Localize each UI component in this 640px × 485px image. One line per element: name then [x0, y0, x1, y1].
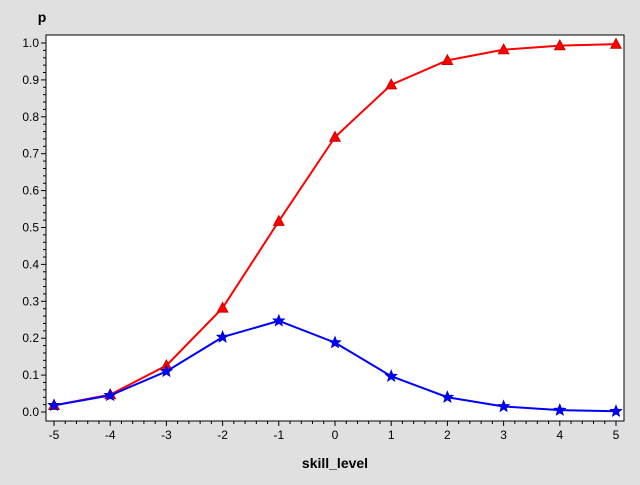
triangle-marker — [216, 301, 229, 313]
y-tick-label: 0.5 — [22, 221, 39, 235]
triangle-marker — [272, 214, 285, 226]
x-axis: -5 -4 -3 -2 -1 0 1 2 3 4 5 — [49, 421, 620, 442]
x-tick-label: -3 — [161, 428, 172, 442]
x-tick-label: -4 — [105, 428, 116, 442]
y-tick-label: 1.0 — [22, 36, 39, 50]
triangle-marker — [609, 37, 623, 49]
triangle-marker — [497, 43, 510, 55]
triangle-marker — [385, 78, 398, 90]
plot-area — [45, 34, 625, 422]
star-marker — [609, 404, 623, 418]
y-axis: 0.0 0.1 0.2 0.3 0.4 0.5 0.6 0.7 0.8 0.9 1.0 — [22, 36, 46, 419]
x-tick-label: 3 — [500, 428, 507, 442]
x-tick-label: -2 — [217, 428, 228, 442]
star-marker — [553, 403, 567, 416]
star-marker — [272, 313, 286, 327]
x-tick-label: 5 — [613, 428, 620, 442]
y-tick-label: 0.2 — [22, 331, 39, 345]
triangle-marker — [441, 53, 454, 65]
x-tick-label: 1 — [388, 428, 395, 442]
x-tick-label: -5 — [49, 428, 60, 442]
x-tick-label: 4 — [556, 428, 563, 442]
star-marker — [159, 364, 174, 378]
x-tick-label: 0 — [332, 428, 339, 442]
star-marker — [47, 398, 61, 412]
triangle-marker — [328, 130, 342, 142]
x-tick-label: 2 — [444, 428, 451, 442]
series-2 — [47, 313, 623, 418]
star-marker — [496, 399, 511, 413]
star-marker — [384, 369, 398, 382]
x-axis-title: skill_level — [302, 455, 368, 471]
triangle-marker — [553, 39, 566, 51]
y-tick-label: 0.3 — [22, 294, 39, 308]
y-axis-title: p — [38, 9, 47, 25]
y-tick-label: 0.1 — [22, 368, 39, 382]
star-marker — [440, 390, 455, 403]
y-tick-label: 0.4 — [22, 257, 39, 271]
y-tick-label: 0.6 — [22, 184, 39, 198]
y-tick-label: 0.9 — [22, 73, 39, 87]
star-marker — [215, 329, 230, 343]
series-layer — [47, 37, 623, 418]
x-tick-label: -1 — [273, 428, 284, 442]
y-tick-label: 0.8 — [22, 110, 39, 124]
star-marker — [103, 388, 117, 402]
y-tick-label: 0.0 — [22, 405, 39, 419]
star-marker — [328, 335, 342, 349]
y-tick-label: 0.7 — [22, 147, 39, 161]
